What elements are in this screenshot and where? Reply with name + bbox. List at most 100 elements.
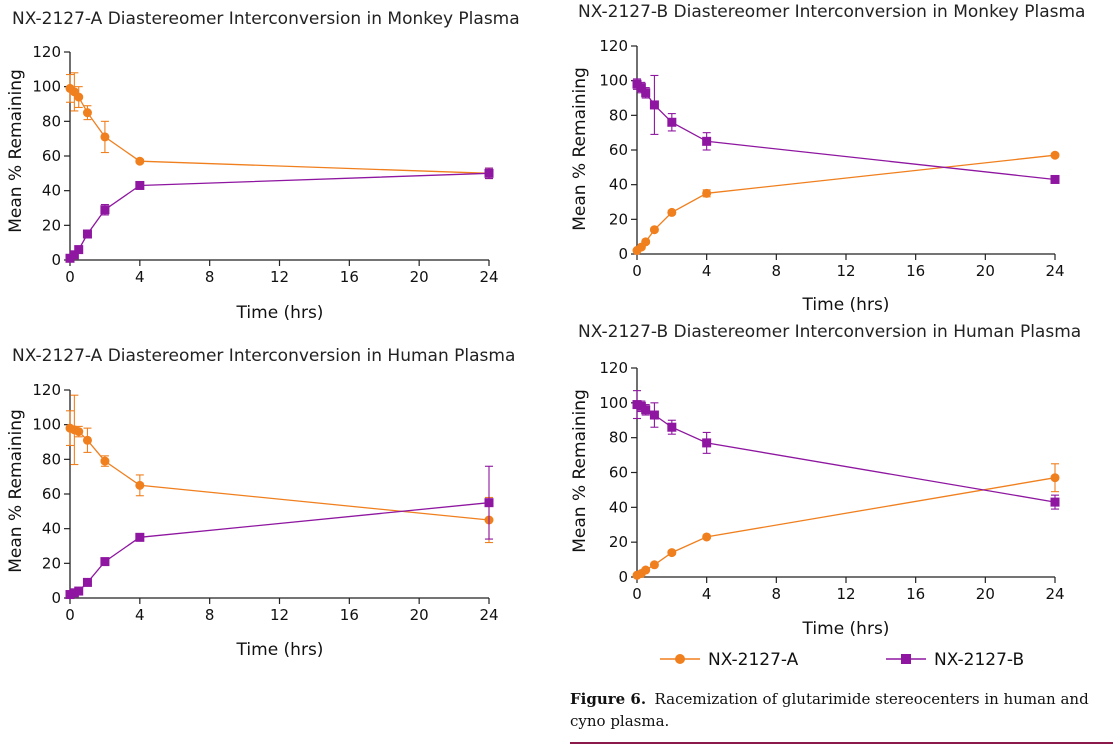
x-tick-label: 20 [976, 585, 995, 603]
x-axis-label: Time (hrs) [236, 303, 324, 323]
data-point-nx2127b [641, 405, 651, 415]
data-point-nx2127a [667, 207, 677, 217]
caption-label: Figure 6. [570, 690, 646, 708]
y-tick-label: 100 [599, 72, 628, 90]
x-tick-label: 8 [205, 268, 215, 286]
x-tick-label: 16 [906, 585, 925, 603]
series-line-nx2127b [636, 403, 1056, 503]
y-tick-label: 80 [42, 112, 61, 130]
x-tick-label: 20 [976, 262, 995, 280]
data-point-nx2127a [100, 132, 110, 142]
chart-title: NX-2127-B Diastereomer Interconversion i… [578, 322, 1081, 342]
legend-marker-a [675, 654, 685, 664]
legend-label-a: NX-2127-A [708, 650, 799, 670]
data-point-nx2127b [484, 168, 494, 178]
data-point-nx2127a [641, 237, 651, 247]
x-tick-label: 8 [772, 585, 782, 603]
x-axis-label: Time (hrs) [802, 619, 890, 639]
x-tick-label: 0 [632, 585, 642, 603]
x-tick-label: 12 [836, 585, 855, 603]
data-point-nx2127a [702, 532, 712, 542]
data-point-nx2127a [74, 427, 84, 437]
y-tick-label: 20 [42, 554, 61, 572]
y-tick-label: 40 [609, 498, 628, 516]
x-tick-label: 24 [1045, 262, 1064, 280]
data-point-nx2127b [484, 498, 494, 508]
data-point-nx2127b [702, 438, 712, 448]
x-tick-label: 8 [772, 262, 782, 280]
y-tick-label: 0 [51, 589, 61, 607]
data-point-nx2127b [649, 100, 659, 110]
y-tick-label: 120 [32, 43, 61, 61]
y-tick-label: 0 [51, 251, 61, 269]
caption-line-2: cyno plasma. [570, 712, 669, 730]
y-tick-label: 120 [599, 359, 628, 377]
data-point-nx2127b [1050, 174, 1060, 184]
series-line-nx2127a [69, 87, 490, 174]
data-point-nx2127b [636, 83, 646, 93]
legend-label-b: NX-2127-B [934, 650, 1024, 670]
data-point-nx2127a [82, 435, 92, 445]
chart-human-nx2127a: NX-2127-A Diastereomer Interconversion i… [6, 346, 515, 660]
x-tick-label: 4 [702, 262, 712, 280]
x-tick-label: 12 [270, 606, 289, 624]
y-tick-label: 60 [42, 147, 61, 165]
data-point-nx2127b [82, 577, 92, 587]
x-tick-label: 16 [340, 606, 359, 624]
x-tick-label: 16 [340, 268, 359, 286]
y-tick-label: 40 [609, 176, 628, 194]
x-tick-label: 16 [906, 262, 925, 280]
y-tick-label: 20 [42, 216, 61, 234]
x-tick-label: 24 [1045, 585, 1064, 603]
y-tick-label: 120 [32, 381, 61, 399]
figure-caption: Figure 6. Racemization of glutarimide st… [570, 690, 1113, 744]
x-tick-label: 24 [479, 268, 498, 286]
data-point-nx2127b [135, 532, 145, 542]
x-tick-label: 20 [410, 268, 429, 286]
data-point-nx2127a [702, 188, 712, 198]
data-point-nx2127a [649, 560, 659, 570]
data-point-nx2127a [100, 456, 110, 466]
data-point-nx2127b [135, 180, 145, 190]
data-point-nx2127a [1050, 473, 1060, 483]
x-axis-label: Time (hrs) [802, 295, 890, 315]
y-tick-label: 80 [42, 450, 61, 468]
data-point-nx2127b [641, 88, 651, 98]
y-tick-label: 80 [609, 106, 628, 124]
data-point-nx2127a [1050, 150, 1060, 160]
chart-title: NX-2127-B Diastereomer Interconversion i… [578, 2, 1085, 22]
caption-line-1: Figure 6. Racemization of glutarimide st… [570, 690, 1089, 708]
y-tick-label: 80 [609, 429, 628, 447]
data-point-nx2127b [74, 245, 84, 255]
y-tick-label: 100 [599, 394, 628, 412]
data-point-nx2127a [135, 480, 145, 490]
data-point-nx2127b [1050, 497, 1060, 507]
x-tick-label: 8 [205, 606, 215, 624]
x-tick-label: 4 [135, 606, 145, 624]
y-axis-label: Mean % Remaining [6, 69, 26, 233]
data-point-nx2127b [667, 422, 677, 432]
series-line-nx2127a [636, 477, 1056, 576]
data-point-nx2127b [667, 117, 677, 127]
caption-text-1: Racemization of glutarimide stereocenter… [655, 690, 1090, 708]
data-point-nx2127b [74, 586, 84, 596]
chart-title: NX-2127-A Diastereomer Interconversion i… [12, 9, 520, 29]
chart-human-nx2127b: NX-2127-B Diastereomer Interconversion i… [570, 322, 1081, 639]
x-tick-label: 4 [702, 585, 712, 603]
chart-title: NX-2127-A Diastereomer Interconversion i… [12, 346, 515, 366]
y-tick-label: 100 [32, 416, 61, 434]
x-tick-label: 0 [65, 606, 75, 624]
y-tick-label: 60 [42, 485, 61, 503]
y-tick-label: 60 [609, 464, 628, 482]
legend: NX-2127-A NX-2127-B [660, 650, 1024, 670]
y-axis-label: Mean % Remaining [570, 67, 590, 231]
y-tick-label: 100 [32, 78, 61, 96]
chart-monkey-nx2127b: NX-2127-B Diastereomer Interconversion i… [570, 2, 1085, 315]
data-point-nx2127b [100, 205, 110, 215]
y-tick-label: 60 [609, 141, 628, 159]
data-point-nx2127a [82, 108, 92, 118]
y-tick-label: 20 [609, 210, 628, 228]
series-line-nx2127a [69, 427, 490, 521]
y-tick-label: 20 [609, 533, 628, 551]
data-point-nx2127a [74, 92, 84, 102]
